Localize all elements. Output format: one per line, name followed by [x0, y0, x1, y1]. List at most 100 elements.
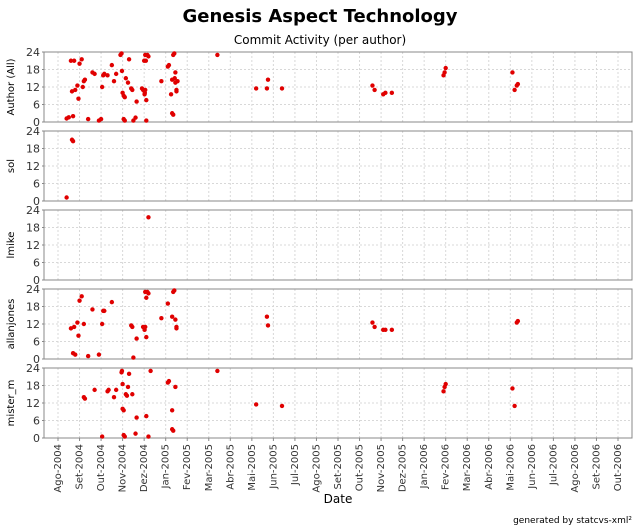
data-point	[111, 394, 117, 400]
y-axis-label: Author (All)	[6, 58, 17, 115]
data-point	[253, 402, 259, 407]
data-point	[75, 320, 80, 325]
data-point	[73, 87, 78, 93]
data-point	[143, 87, 148, 93]
data-point	[71, 324, 77, 330]
data-point	[99, 434, 105, 439]
y-axis-label: lmike	[6, 232, 17, 259]
data-point	[85, 116, 91, 122]
data-point	[122, 95, 127, 100]
y-tick-label: 0	[33, 432, 40, 445]
data-point	[264, 314, 270, 319]
data-point	[171, 112, 176, 117]
x-tick-label: Fev-2005	[182, 444, 193, 490]
y-tick-label: 0	[33, 116, 40, 129]
x-tick-label: Ago-2005	[311, 444, 322, 493]
data-point	[264, 86, 270, 91]
data-point	[79, 57, 84, 62]
data-point	[77, 61, 82, 66]
x-tick-label: Set-2004	[75, 444, 86, 489]
data-point	[121, 408, 126, 413]
chart-subtitle: Commit Activity (per author)	[233, 33, 407, 47]
data-point	[70, 113, 76, 119]
y-tick-label: 0	[33, 274, 40, 287]
data-point	[144, 295, 149, 300]
data-point	[144, 334, 149, 340]
x-tick-label: Out-2005	[355, 444, 366, 491]
x-tick-label: Jul-2006	[548, 444, 559, 486]
data-point	[122, 434, 127, 439]
data-point	[174, 326, 179, 331]
data-point	[131, 355, 136, 360]
data-point	[111, 78, 117, 84]
y-tick-label: 12	[26, 239, 40, 252]
data-point	[77, 298, 82, 303]
data-point	[109, 62, 115, 68]
x-tick-label: Jan-2006	[419, 444, 430, 489]
data-point	[123, 76, 129, 81]
chart-title: Genesis Aspect Technology	[182, 6, 458, 27]
data-point	[172, 76, 177, 81]
data-point	[443, 381, 448, 387]
y-tick-label: 18	[26, 222, 40, 235]
data-point	[125, 384, 131, 390]
data-point	[130, 324, 135, 330]
data-point	[510, 70, 515, 75]
panel-border	[43, 130, 633, 202]
y-tick-label: 18	[26, 64, 40, 77]
data-point	[126, 57, 132, 62]
data-point	[372, 324, 377, 330]
x-tick-label: Dez-2004	[139, 444, 150, 492]
data-point	[134, 99, 139, 104]
data-point	[105, 73, 110, 78]
data-point	[370, 83, 375, 88]
data-point	[120, 381, 125, 387]
data-point	[166, 378, 172, 384]
data-point	[68, 58, 74, 63]
chart-footer: generated by statcvs-xml²	[513, 516, 632, 526]
data-point	[96, 352, 102, 357]
x-tick-label: Nov-2004	[118, 444, 129, 492]
data-point	[143, 58, 149, 63]
x-tick-label: Set-2005	[333, 444, 344, 489]
data-point	[98, 116, 104, 122]
y-tick-label: 18	[26, 301, 40, 314]
data-point	[76, 333, 81, 338]
y-tick-label: 24	[26, 46, 40, 59]
data-point	[79, 294, 84, 299]
x-tick-label: Jun-2006	[527, 444, 538, 490]
y-tick-label: 0	[33, 353, 40, 366]
data-point	[215, 52, 220, 58]
data-point	[119, 51, 124, 56]
panel-border	[43, 209, 633, 281]
data-point	[143, 324, 148, 330]
data-point	[92, 387, 97, 393]
data-point	[99, 321, 105, 327]
data-point	[99, 84, 105, 90]
panel-border	[43, 288, 633, 360]
data-point	[383, 90, 388, 96]
data-point	[119, 368, 125, 374]
data-point	[265, 323, 271, 328]
data-point	[106, 387, 111, 393]
y-axis-label: allanjones	[6, 299, 17, 350]
y-axis-label: sol	[6, 159, 17, 173]
y-tick-label: 6	[33, 336, 40, 349]
data-point	[71, 58, 77, 63]
data-point	[113, 71, 119, 77]
data-point	[109, 299, 115, 305]
data-point	[166, 62, 172, 68]
x-tick-label: Fev-2006	[441, 444, 452, 490]
x-tick-label: Dez-2005	[398, 444, 409, 492]
data-point	[144, 97, 149, 103]
data-point	[173, 70, 178, 75]
data-point	[70, 139, 76, 144]
y-tick-label: 24	[26, 283, 40, 296]
x-tick-label: Out-2004	[96, 444, 107, 491]
x-tick-label: Mar-2006	[462, 444, 473, 491]
data-point	[169, 408, 175, 413]
data-point	[279, 403, 285, 409]
x-tick-label: Jun-2005	[268, 444, 279, 490]
